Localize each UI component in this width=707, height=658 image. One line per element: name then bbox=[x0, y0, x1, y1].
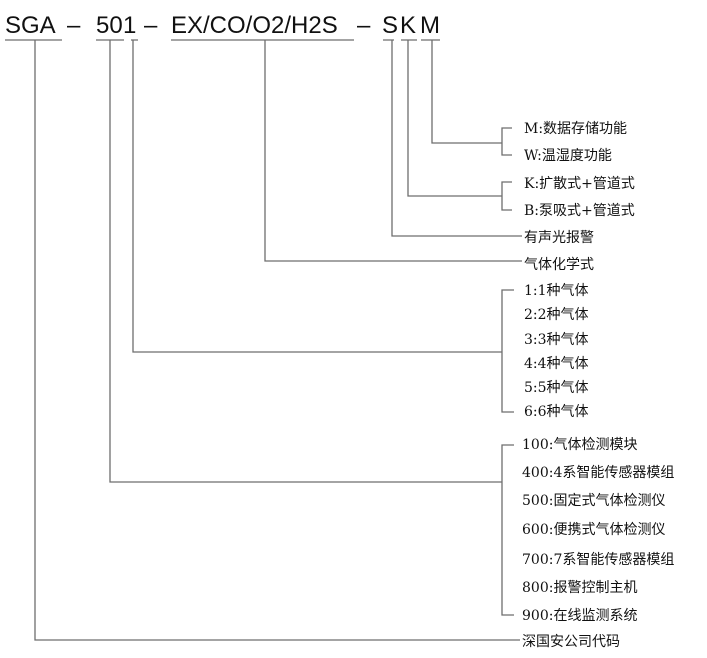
code-dash: – bbox=[144, 12, 158, 39]
code-sampling: K bbox=[400, 12, 416, 39]
code-prefix: SGA bbox=[5, 12, 56, 39]
code-dash: – bbox=[357, 12, 371, 39]
code-dash: – bbox=[67, 12, 81, 39]
alarm-label: 有声光报警 bbox=[524, 230, 594, 246]
function-option: W:温湿度功能 bbox=[524, 148, 612, 164]
gas-count-option: 6:6种气体 bbox=[524, 404, 589, 420]
code-series: 50 bbox=[96, 12, 123, 39]
legend-labels: M:数据存储功能 W:温湿度功能 K:扩散式+管道式 B:泵吸式+管道式 有声光… bbox=[522, 121, 674, 650]
series-option: 800:报警控制主机 bbox=[522, 580, 637, 596]
gas-count-option: 3:3种气体 bbox=[524, 332, 589, 348]
sampling-option: B:泵吸式+管道式 bbox=[524, 203, 635, 219]
gas-count-option: 5:5种气体 bbox=[524, 380, 589, 396]
code-gas-count: 1 bbox=[123, 12, 136, 39]
gas-formula-label: 气体化学式 bbox=[524, 257, 594, 273]
connector-lines bbox=[5, 39, 522, 641]
series-option: 900:在线监测系统 bbox=[522, 608, 637, 624]
series-option: 100:气体检测模块 bbox=[522, 437, 637, 453]
code-function: M bbox=[420, 12, 440, 39]
code-alarm: S bbox=[382, 12, 398, 39]
gas-count-option: 2:2种气体 bbox=[524, 307, 589, 323]
gas-count-option: 4:4种气体 bbox=[524, 356, 589, 372]
series-option: 600:便携式气体检测仪 bbox=[522, 522, 665, 538]
series-option: 500:固定式气体检测仪 bbox=[522, 493, 665, 509]
company-code-label: 深国安公司代码 bbox=[522, 634, 620, 650]
sampling-option: K:扩散式+管道式 bbox=[524, 176, 635, 192]
series-option: 700:7系智能传感器模组 bbox=[522, 551, 674, 568]
gas-count-option: 1:1种气体 bbox=[524, 283, 589, 299]
series-option: 400:4系智能传感器模组 bbox=[522, 464, 674, 481]
function-option: M:数据存储功能 bbox=[524, 121, 627, 137]
code-gas-formula: EX/CO/O2/H2S bbox=[171, 12, 338, 39]
